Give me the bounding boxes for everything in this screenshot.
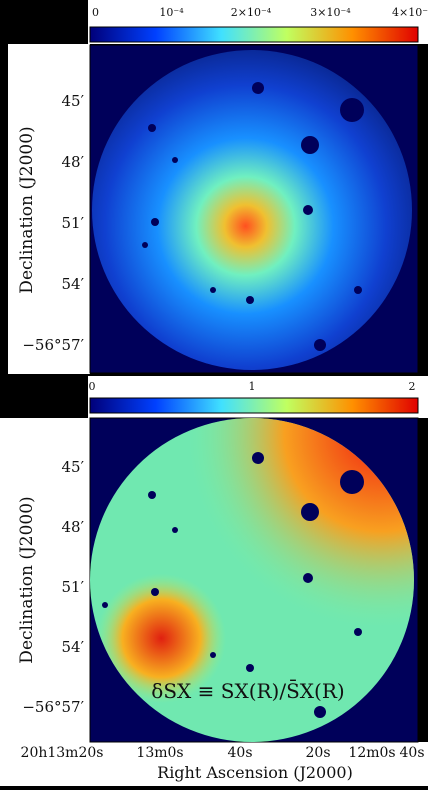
colorbar-tick-label: 3×10⁻⁴ (310, 6, 351, 19)
x-tick-label: 20h13m20s (21, 745, 104, 761)
x-tick-label: 20s (306, 745, 331, 761)
y-tick-label: 51′ (62, 214, 85, 232)
annotation: δSX ≡ SX(R)/S̄X(R) (151, 678, 344, 703)
x-tick-label: 40s (228, 745, 253, 761)
colorbar-tick-label: 0 (92, 6, 99, 19)
label-area (90, 742, 428, 786)
label-area (0, 418, 90, 786)
y-axis-label: Declination (J2000) (17, 496, 37, 663)
x-tick-label: 12m0s (348, 745, 395, 761)
y-tick-label: 54′ (62, 275, 85, 293)
colorbar-tick-label: 10⁻⁴ (159, 6, 184, 19)
y-tick-label: 51′ (62, 578, 85, 596)
ratio-image-excess (90, 418, 414, 742)
colorbar-tick-label: 4×10⁻ (392, 6, 428, 19)
x-tick-label: 13m0s (136, 745, 183, 761)
y-tick-label: 54′ (62, 638, 85, 656)
xray-image (92, 50, 412, 370)
label-area (8, 44, 90, 374)
colorbar-tick-label: 1 (249, 380, 256, 393)
masked-sources (142, 82, 364, 351)
y-tick-label: −56°57′ (22, 336, 84, 354)
colorbar (89, 26, 419, 43)
colorbar-tick-label: 2×10⁻⁴ (231, 6, 272, 19)
y-axis-label: Declination (J2000) (17, 126, 37, 293)
masked-sources (102, 452, 364, 718)
y-tick-label: −56°57′ (22, 698, 84, 716)
colorbar-tick-label: 2 (409, 380, 416, 393)
y-tick-label: 45′ (62, 92, 85, 110)
x-axis-label: Right Ascension (J2000) (157, 763, 353, 782)
colorbar-tick-label: 0 (89, 380, 96, 393)
colorbar (89, 397, 419, 414)
y-tick-label: 48′ (62, 518, 85, 536)
y-tick-label: 45′ (62, 458, 85, 476)
y-tick-label: 48′ (62, 153, 85, 171)
x-tick-label: 40s (400, 745, 425, 761)
